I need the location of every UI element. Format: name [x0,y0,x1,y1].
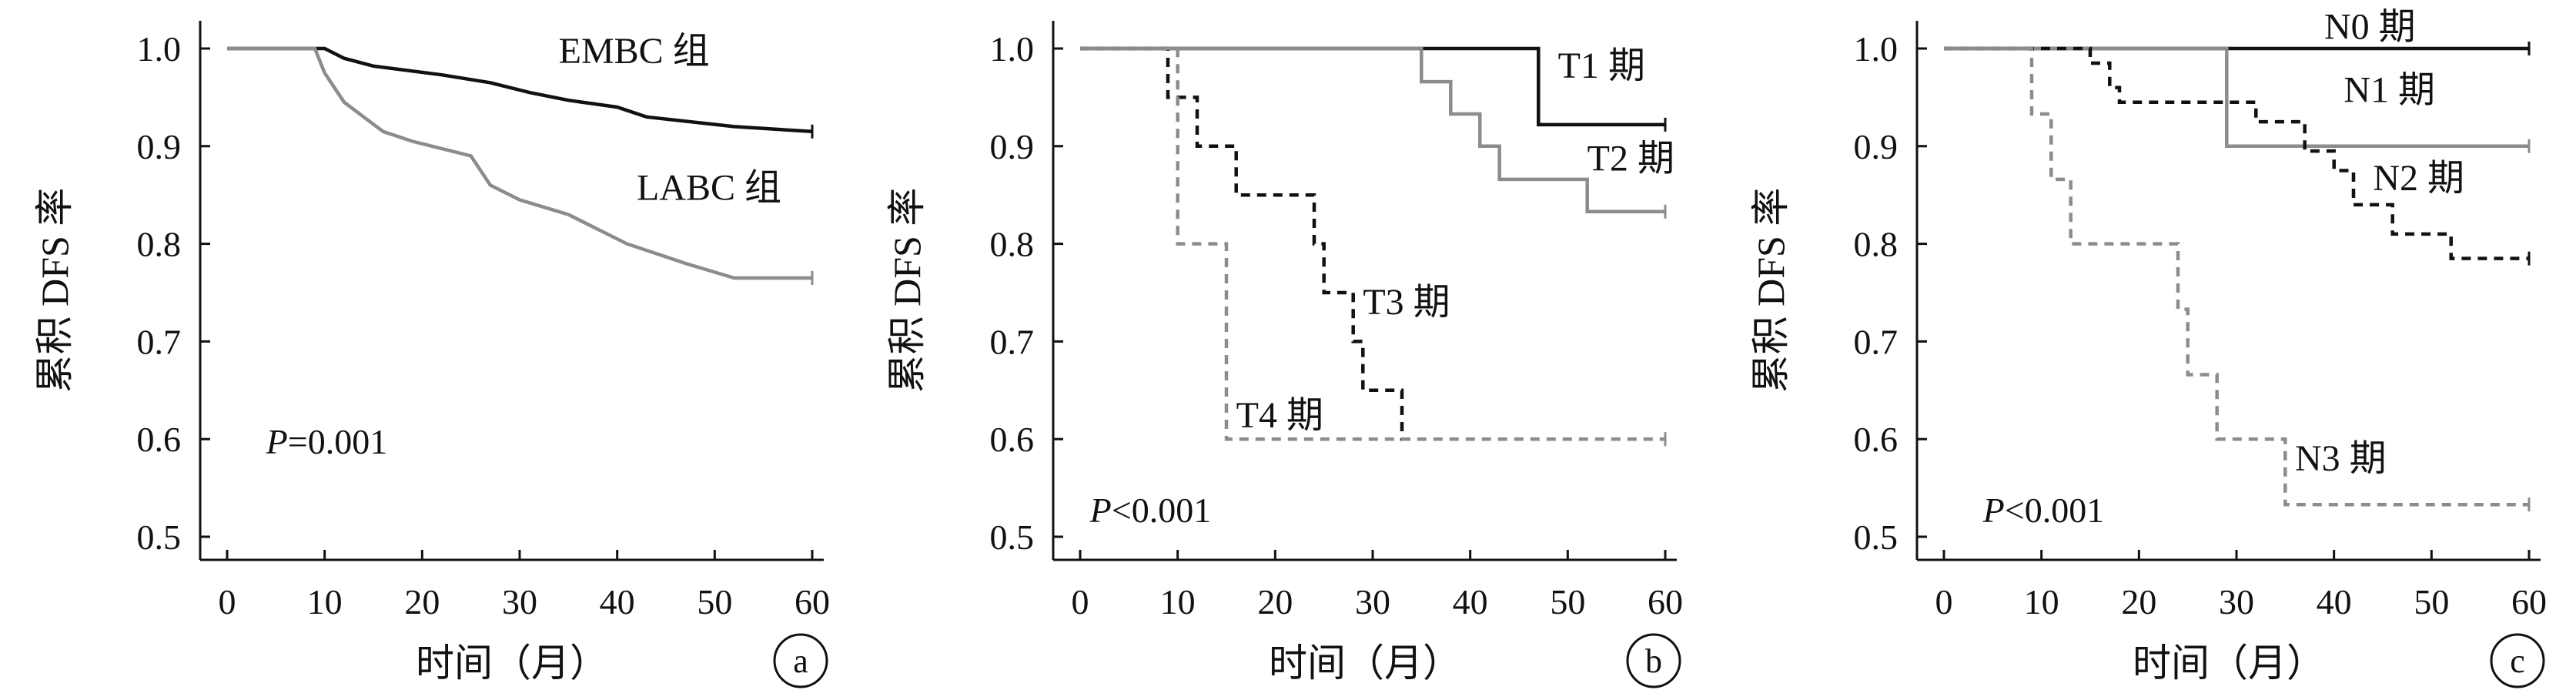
x-tick-label: 30 [2219,582,2254,621]
x-tick-label: 40 [1453,582,1488,621]
y-axis-title: 累积 DFS 率 [1749,188,1792,394]
series-label: T3 期 [1363,282,1450,323]
series-label: LABC 组 [637,168,781,209]
panel-label: c [2510,642,2525,680]
y-axis-title: 累积 DFS 率 [885,188,928,394]
series-label: N0 期 [2324,6,2416,47]
x-tick-label: 40 [2317,582,2352,621]
y-tick-label: 0.6 [137,420,182,459]
chart-panel-a: 0.5 0.6 0.7 0.8 0.9 1.0 0 10 20 30 40 50 60 时间（月） 累积 D… [33,21,830,688]
x-tick-label: 20 [1257,582,1293,621]
y-tick-label: 0.7 [1854,322,1899,361]
panel-label: b [1645,642,1662,680]
y-tick-label: 0.8 [990,225,1035,264]
x-tick-label: 50 [2414,582,2449,621]
series-label: EMBC 组 [559,31,710,72]
survival-curve-a-1 [227,46,813,134]
y-tick-label: 1.0 [137,29,182,69]
y-tick-label: 0.7 [990,322,1035,361]
x-tick-label: 30 [1355,582,1390,621]
y-tick-label: 1.0 [990,29,1035,69]
survival-curve-b-4 [1080,46,1665,441]
survival-curve-a-2 [227,46,812,280]
survival-curve-b-3 [1080,46,1412,441]
p-value-label: P<0.001 [1089,491,1212,530]
y-tick-label: 0.6 [990,420,1035,459]
x-tick-label: 10 [307,582,343,621]
x-tick-label: 50 [1550,582,1585,621]
y-tick-label: 1.0 [1854,29,1899,69]
series-label: N2 期 [2373,158,2464,199]
x-tick-label: 10 [2024,582,2059,621]
y-tick-label: 0.6 [1854,420,1899,459]
survival-curve-b-2 [1080,46,1665,214]
p-value-symbol: P [266,422,288,461]
p-value-label: P=0.001 [266,422,388,461]
panel-label-circle [2490,633,2545,688]
x-axis-title: 时间（月） [2133,641,2325,685]
x-tick-label: 50 [697,582,732,621]
series-label: T4 期 [1236,395,1323,436]
y-tick-label: 0.5 [1854,518,1899,557]
p-value-number: <0.001 [2005,491,2104,530]
x-tick-label: 60 [1648,582,1683,621]
series-label: N3 期 [2295,438,2387,479]
x-tick-label: 40 [600,582,635,621]
y-tick-label: 0.9 [137,127,182,166]
x-tick-label: 0 [1072,582,1089,621]
p-value-number: <0.001 [1112,491,1211,530]
y-tick-label: 0.8 [137,225,182,264]
x-tick-label: 20 [2121,582,2156,621]
p-value-number: =0.001 [288,422,387,461]
series-label: T1 期 [1558,45,1645,86]
panel-label: a [793,642,808,680]
chart-panel-c: 0.5 0.6 0.7 0.8 0.9 1.0 0 10 20 30 40 50 60 时间（月） 累积 D… [1749,6,2547,688]
x-axis-title: 时间（月） [416,641,608,685]
survival-curve-c-2 [1944,46,2529,149]
chart-panel-b: 0.5 0.6 0.7 0.8 0.9 1.0 0 10 20 30 40 50 60 时间（月） 累积 D… [885,21,1683,688]
x-tick-label: 60 [2511,582,2547,621]
x-tick-label: 30 [502,582,537,621]
x-tick-label: 60 [795,582,830,621]
y-tick-label: 0.5 [990,518,1035,557]
y-tick-label: 0.9 [1854,127,1899,166]
p-value-label: P<0.001 [1982,491,2105,530]
survival-curve-c-4 [1944,46,2529,507]
series-label: T2 期 [1587,139,1674,179]
series-label: N1 期 [2343,70,2435,111]
x-tick-label: 20 [404,582,440,621]
x-tick-label: 10 [1160,582,1196,621]
panel-label-circle [773,633,828,688]
x-tick-label: 0 [219,582,236,621]
x-axis-title: 时间（月） [1269,641,1461,685]
y-tick-label: 0.8 [1854,225,1899,264]
p-value-symbol: P [1982,491,2005,530]
survival-curve-c-3 [1944,46,2529,260]
panel-label-circle [1626,633,1681,688]
y-tick-label: 0.9 [990,127,1035,166]
x-tick-label: 0 [1935,582,1953,621]
y-axis-title: 累积 DFS 率 [33,188,76,394]
y-tick-label: 0.7 [137,322,182,361]
p-value-symbol: P [1089,491,1112,530]
y-tick-label: 0.5 [137,518,182,557]
